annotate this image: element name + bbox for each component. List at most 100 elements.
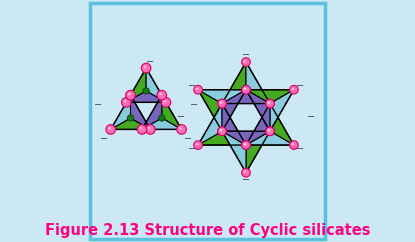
Circle shape	[146, 125, 155, 134]
Circle shape	[290, 141, 298, 149]
Circle shape	[244, 143, 246, 145]
Circle shape	[142, 63, 151, 73]
Circle shape	[243, 142, 249, 148]
Circle shape	[126, 90, 135, 100]
Circle shape	[220, 129, 222, 131]
Text: −: −	[190, 100, 198, 110]
Circle shape	[218, 127, 226, 136]
Text: −: −	[307, 112, 315, 122]
Circle shape	[244, 60, 246, 62]
Text: −: −	[242, 50, 250, 60]
Text: −: −	[296, 144, 305, 154]
Circle shape	[292, 143, 294, 145]
Circle shape	[266, 99, 274, 108]
Circle shape	[144, 65, 146, 68]
Circle shape	[122, 98, 131, 107]
Circle shape	[267, 101, 273, 106]
Polygon shape	[246, 90, 294, 104]
Circle shape	[220, 101, 222, 104]
Circle shape	[219, 128, 225, 134]
Text: −: −	[146, 57, 154, 67]
Text: −: −	[296, 81, 305, 91]
Polygon shape	[246, 131, 294, 145]
Text: −: −	[242, 175, 250, 185]
Polygon shape	[198, 131, 246, 145]
Circle shape	[242, 58, 250, 66]
Circle shape	[219, 101, 225, 106]
Polygon shape	[222, 131, 270, 145]
Circle shape	[242, 141, 250, 149]
Circle shape	[244, 87, 246, 90]
Circle shape	[108, 127, 111, 130]
Circle shape	[163, 100, 166, 103]
Circle shape	[244, 170, 246, 173]
Circle shape	[290, 85, 298, 94]
Circle shape	[161, 98, 171, 107]
Circle shape	[292, 87, 294, 90]
Circle shape	[143, 88, 149, 94]
Circle shape	[106, 125, 115, 134]
Polygon shape	[246, 62, 270, 104]
Text: −: −	[184, 134, 193, 144]
Circle shape	[266, 99, 274, 108]
Circle shape	[268, 129, 270, 131]
Polygon shape	[126, 91, 166, 102]
Circle shape	[137, 125, 147, 134]
Circle shape	[220, 129, 222, 131]
Circle shape	[159, 115, 165, 121]
Polygon shape	[142, 95, 162, 129]
Circle shape	[218, 127, 226, 136]
Polygon shape	[198, 90, 246, 104]
Circle shape	[196, 87, 198, 90]
Polygon shape	[246, 104, 270, 145]
Polygon shape	[246, 90, 270, 131]
Polygon shape	[270, 104, 294, 145]
Circle shape	[268, 129, 270, 131]
Circle shape	[196, 143, 198, 145]
Circle shape	[268, 101, 270, 104]
Text: −: −	[188, 144, 195, 154]
Circle shape	[218, 99, 226, 108]
Polygon shape	[222, 90, 246, 131]
Circle shape	[242, 141, 250, 149]
Polygon shape	[130, 95, 150, 129]
Polygon shape	[246, 131, 270, 173]
Polygon shape	[198, 104, 222, 145]
Polygon shape	[142, 118, 182, 129]
Polygon shape	[222, 62, 246, 104]
Circle shape	[220, 101, 222, 104]
Circle shape	[242, 168, 250, 177]
Circle shape	[244, 143, 246, 145]
Circle shape	[244, 87, 246, 90]
Circle shape	[243, 87, 249, 93]
Circle shape	[218, 99, 226, 108]
Circle shape	[139, 127, 142, 130]
Circle shape	[266, 127, 274, 136]
Circle shape	[242, 85, 250, 94]
Circle shape	[194, 141, 203, 149]
Text: −: −	[94, 100, 102, 110]
Circle shape	[159, 92, 162, 95]
Circle shape	[127, 115, 134, 121]
Circle shape	[128, 92, 131, 95]
Polygon shape	[198, 90, 222, 131]
Polygon shape	[222, 104, 246, 145]
Circle shape	[194, 85, 203, 94]
Circle shape	[242, 85, 250, 94]
Circle shape	[124, 100, 127, 103]
Circle shape	[177, 125, 186, 134]
Polygon shape	[162, 95, 182, 129]
Polygon shape	[111, 118, 150, 129]
Text: −: −	[100, 134, 108, 144]
Polygon shape	[146, 68, 166, 102]
Polygon shape	[222, 131, 246, 173]
Text: Figure 2.13 Structure of Cyclic silicates: Figure 2.13 Structure of Cyclic silicate…	[45, 223, 370, 238]
Polygon shape	[222, 90, 270, 104]
Circle shape	[267, 128, 273, 134]
Polygon shape	[270, 90, 294, 131]
Circle shape	[148, 127, 151, 130]
Polygon shape	[111, 95, 130, 129]
Text: −: −	[177, 112, 185, 122]
Circle shape	[179, 127, 182, 130]
Polygon shape	[126, 68, 146, 102]
